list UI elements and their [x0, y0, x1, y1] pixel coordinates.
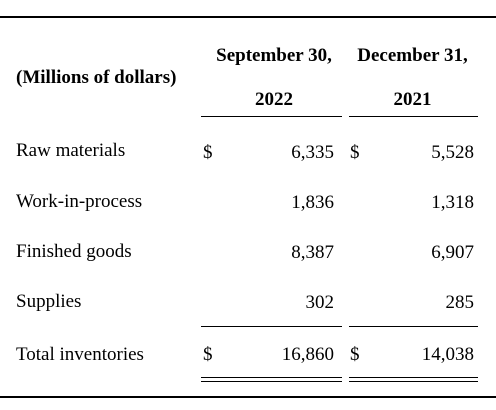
row-1-col2-value: 5,528: [431, 142, 474, 163]
row-1-col2-currency: $: [350, 142, 360, 163]
row-4-col2-value: 285: [445, 292, 475, 313]
column-2-total-double-rule-2: [349, 381, 478, 382]
row-4-col1-value: 302: [305, 292, 335, 313]
column-1-total-double-rule-2: [201, 381, 342, 382]
row-label-total-inventories: Total inventories: [16, 344, 144, 365]
top-rule: [0, 16, 496, 18]
column-1-sum-line: [201, 326, 342, 327]
column-header-1-underline: [201, 116, 342, 117]
total-col1-value: 16,860: [281, 344, 334, 365]
column-1-total-double-rule-1: [201, 377, 342, 378]
row-label-raw-materials: Raw materials: [16, 140, 126, 161]
row-label-supplies: Supplies: [16, 291, 82, 312]
column-2-total-double-rule-1: [349, 377, 478, 378]
stub-header: (Millions of dollars): [16, 67, 177, 88]
column-header-1-line2: 2022: [255, 89, 293, 110]
row-3-col1-value: 8,387: [291, 242, 334, 263]
column-header-2-underline: [349, 116, 478, 117]
row-2-col1-value: 1,836: [291, 192, 334, 213]
total-col2-currency: $: [350, 344, 360, 365]
column-header-2-line2: 2021: [393, 89, 432, 110]
row-1-col1-currency: $: [203, 142, 213, 163]
row-label-finished-goods: Finished goods: [16, 241, 132, 262]
bottom-rule: [0, 396, 496, 398]
column-2-sum-line: [349, 326, 478, 327]
total-col2-value: 14,038: [421, 344, 474, 365]
total-col1-currency: $: [203, 344, 213, 365]
row-2-col2-value: 1,318: [431, 192, 474, 213]
column-header-1-line1: September 30,: [216, 45, 332, 66]
row-3-col2-value: 6,907: [431, 242, 474, 263]
row-label-work-in-process: Work-in-process: [16, 191, 143, 212]
row-1-col1-value: 6,335: [291, 142, 334, 163]
column-header-2-line1: December 31,: [357, 45, 468, 66]
